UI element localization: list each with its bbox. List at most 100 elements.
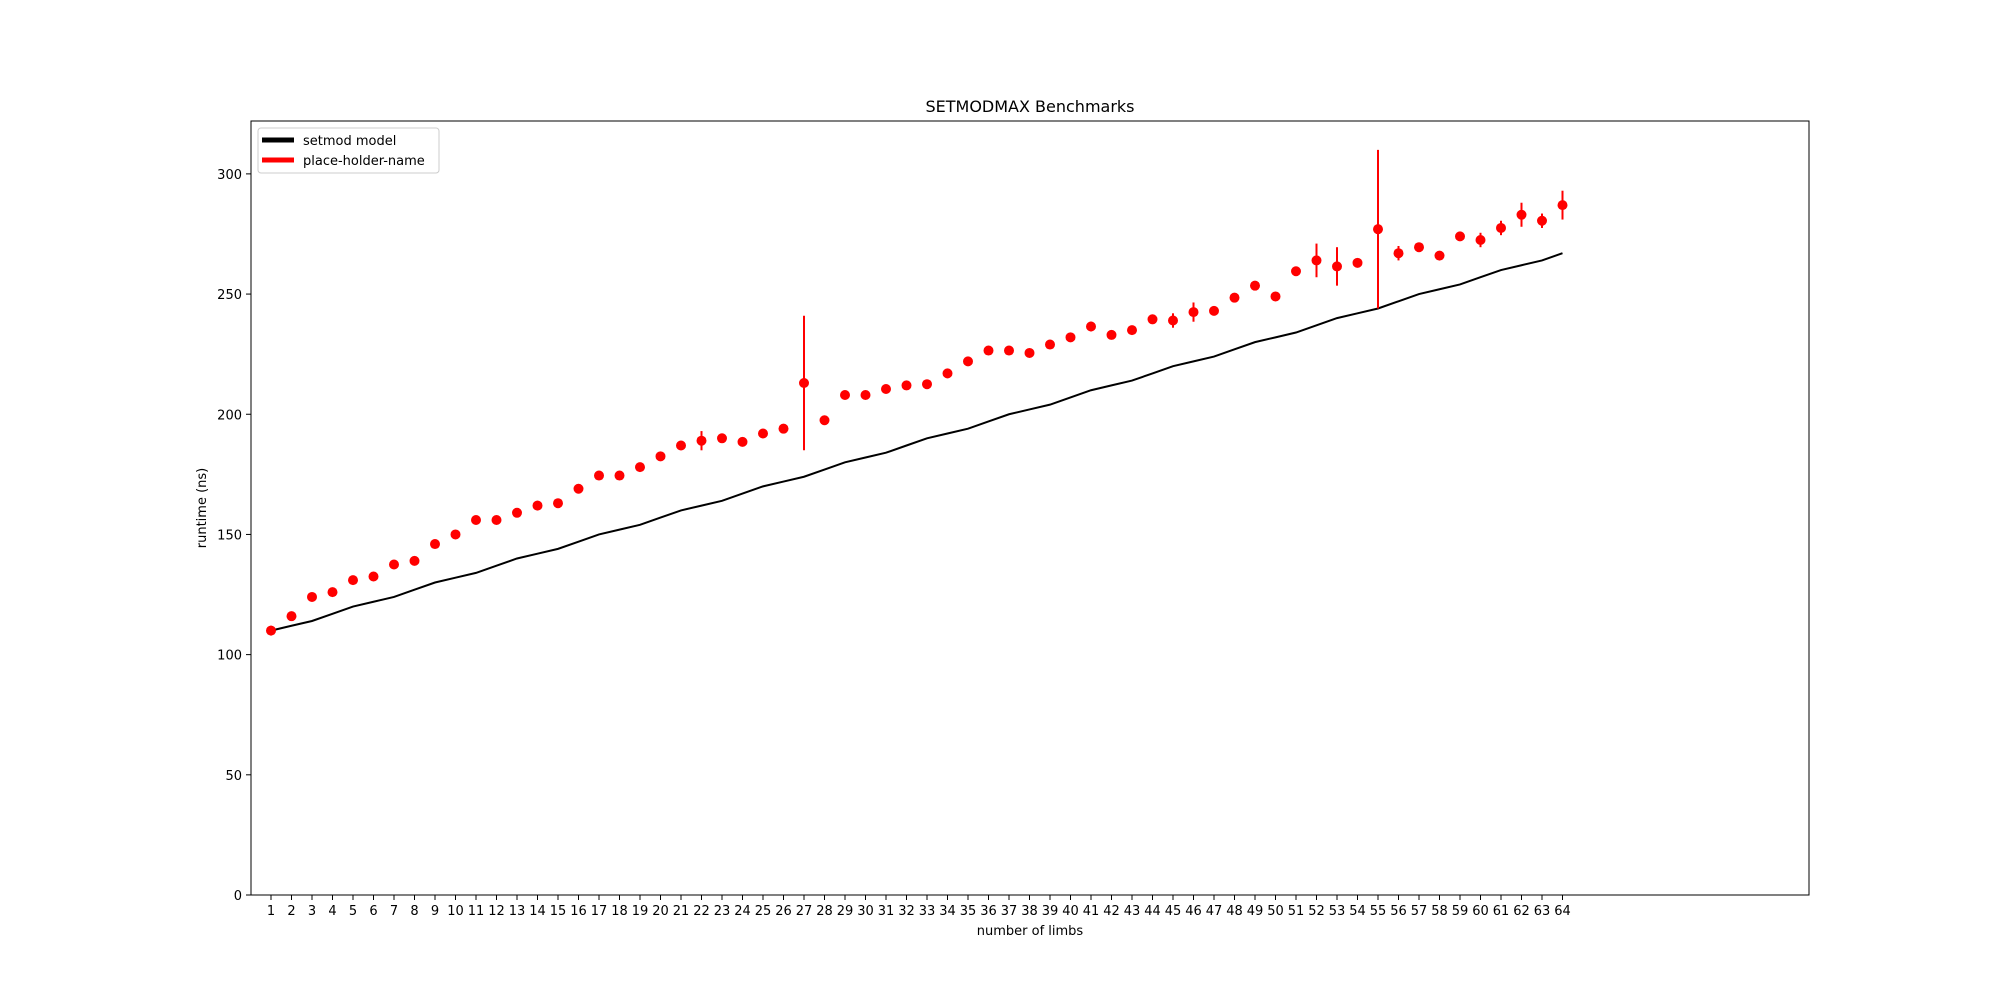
x-tick-label: 44 [1144,904,1161,919]
x-tick-label: 40 [1062,904,1079,919]
data-point [1168,315,1178,326]
legend-label-setmod-model: setmod model [303,134,396,149]
data-point [1086,321,1096,332]
x-tick-label: 53 [1329,904,1346,919]
data-point [1250,280,1260,291]
x-tick-label: 16 [570,904,587,919]
data-point [1291,266,1301,277]
x-tick-label: 32 [898,904,915,919]
series-setmod-model [270,252,1563,632]
x-tick-label: 51 [1288,904,1305,919]
series-place-holder-name [266,149,1568,636]
x-axis-label: number of limbs [977,924,1084,939]
y-tick-label: 150 [217,528,242,543]
data-point [1496,222,1506,233]
data-point [286,611,297,622]
y-axis: 0 50 100 150 200 250 300 [217,168,251,904]
data-point [1537,215,1547,226]
data-point [1311,255,1322,266]
data-point [266,625,276,636]
x-tick-label: 25 [755,904,772,919]
x-axis: 1 2 3 4 5 6 7 8 9 10 11 12 13 14 15 16 17 18 19 20 21 22 23 24 2… [267,895,1571,919]
data-point [1127,325,1137,336]
data-point [1455,231,1465,242]
x-tick-label: 56 [1390,904,1407,919]
data-point [758,428,768,439]
x-tick-label: 15 [550,904,567,919]
data-point [512,507,522,518]
x-tick-label: 8 [410,904,418,919]
data-point [655,451,666,462]
x-tick-label: 58 [1431,904,1448,919]
x-tick-label: 31 [878,904,895,919]
data-point [1045,339,1055,350]
data-point [348,575,358,586]
x-tick-label: 41 [1083,904,1100,919]
data-point [532,500,543,511]
x-tick-label: 12 [488,904,505,919]
data-point [430,539,440,550]
x-tick-label: 38 [1021,904,1038,919]
x-tick-label: 46 [1185,904,1202,919]
data-point [696,435,707,446]
data-point [409,555,420,566]
x-tick-label: 24 [734,904,751,919]
y-axis-label: runtime (ns) [195,468,210,548]
data-point [860,390,871,401]
data-point [737,436,748,447]
y-tick-label: 50 [225,769,242,784]
legend: setmod model place-holder-name [257,127,440,174]
x-tick-label: 33 [919,904,936,919]
x-tick-label: 9 [431,904,439,919]
data-point [1270,291,1281,302]
x-tick-label: 49 [1247,904,1264,919]
data-point [1147,314,1158,325]
x-tick-label: 18 [611,904,628,919]
x-tick-label: 3 [308,904,316,919]
y-tick-label: 0 [234,889,242,904]
x-tick-label: 54 [1349,904,1366,919]
data-point [922,379,932,390]
x-tick-label: 36 [980,904,997,919]
x-tick-label: 21 [673,904,690,919]
x-tick-label: 52 [1308,904,1325,919]
data-point [1516,209,1527,220]
data-point [471,515,481,526]
x-tick-label: 14 [529,904,546,919]
data-point [942,368,953,379]
plot-area [250,120,1810,896]
data-point [676,440,686,451]
data-point [778,423,789,434]
data-point [368,571,379,582]
y-tick-label: 250 [217,288,242,303]
x-tick-label: 27 [796,904,813,919]
data-point [1209,305,1219,316]
data-point [1434,250,1445,261]
x-tick-label: 59 [1452,904,1469,919]
data-point [1475,234,1486,245]
x-tick-label: 34 [939,904,956,919]
x-tick-label: 10 [447,904,464,919]
data-point [1065,332,1076,343]
data-point [1332,261,1342,272]
data-point [553,498,563,509]
y-tick-label: 100 [217,649,242,664]
x-tick-label: 13 [509,904,526,919]
data-point [881,384,891,395]
x-tick-label: 62 [1513,904,1530,919]
data-point [983,345,994,356]
x-tick-label: 63 [1534,904,1551,919]
data-point [450,529,461,540]
x-tick-label: 43 [1124,904,1141,919]
data-point [1024,347,1035,358]
x-tick-label: 60 [1472,904,1489,919]
data-point [1229,292,1240,303]
x-tick-label: 45 [1165,904,1182,919]
x-tick-label: 26 [775,904,792,919]
y-tick-label: 300 [217,168,242,183]
x-tick-label: 30 [857,904,874,919]
data-point [799,378,809,389]
data-point [614,470,625,481]
x-tick-label: 47 [1206,904,1223,919]
